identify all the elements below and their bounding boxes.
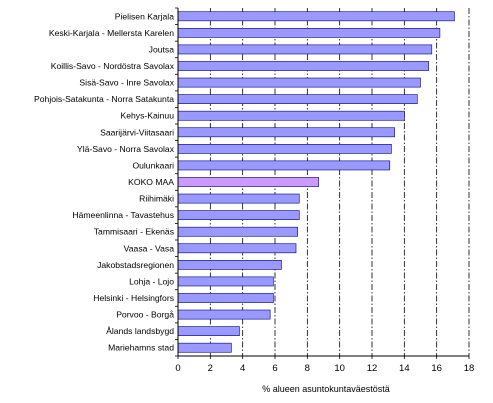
bar-20 [177,342,232,353]
bar-8 [177,144,392,154]
bar-1 [177,27,441,38]
category-label: Saarijärvi-Viitasaari [100,127,174,137]
bar-0 [177,11,455,22]
x-tick-label: 12 [367,363,378,374]
bar-13 [177,226,298,237]
x-tick-label: 16 [431,363,442,374]
category-label: Keski-Karjala - Mellersta Karelen [49,28,174,38]
category-label: Hämeenlinna - Tavastehus [72,210,174,220]
category-label: Joutsa [149,44,175,54]
bar-7 [177,127,395,138]
bar-14 [177,243,297,254]
category-label: Mariehamns stad [108,343,174,353]
x-axis-title: % alueen asuntokuntaväestöstä [262,384,390,394]
category-label: Riihimäki [139,194,174,204]
category-labels: Pielisen Karjala Keski-Karjala - Mellerst… [34,11,175,352]
category-label: Lohja - Lojo [129,276,174,286]
x-tick-label: 10 [334,363,345,374]
bar-16 [177,276,274,287]
bar-19 [177,326,240,337]
x-tick-label: 18 [464,363,475,374]
bar-5 [177,94,418,105]
x-tick-label: 14 [399,363,410,374]
category-label: Ålands landsbygd [106,326,174,336]
category-label: Sisä-Savo - Inre Savolax [79,78,174,88]
category-label: Pohjois-Satakunta - Norra Satakunta [34,94,174,104]
category-label: Koillis-Savo - Nordöstra Savolax [51,61,175,71]
x-tick-label: 8 [305,363,310,374]
category-label: Ylä-Savo - Norra Savolax [77,144,175,154]
category-label: Kehys-Kainuu [120,111,174,121]
x-tick-label: 4 [240,363,245,374]
bar-15 [177,259,282,270]
bar-10 [177,177,319,187]
category-label: Tammisaari - Ekenäs [94,227,174,237]
bar-12 [177,210,300,220]
bar-2 [177,44,433,55]
category-label: Oulunkaari [132,160,174,170]
bar-11 [177,193,300,204]
x-tick-label: 6 [272,363,277,374]
category-label: Porvoo - Borgå [116,310,174,320]
bars-layer [177,11,455,353]
bar-3 [177,61,429,71]
x-tick-label: 0 [175,363,180,374]
bar-6 [177,110,405,121]
bar-17 [177,293,274,303]
category-label: KOKO MAA [128,177,174,187]
category-label: Vaasa - Vasa [124,243,175,253]
x-tick-label: 2 [208,363,213,374]
bar-9 [177,160,391,171]
category-label: Helsinki - Helsingfors [93,293,174,303]
category-label: Pielisen Karjala [115,11,174,21]
bar-4 [177,77,421,88]
category-label: Jakobstadsregionen [97,260,174,270]
x-axis: 0 2 4 6 8 10 12 14 16 18 [175,7,475,374]
bar-18 [177,309,271,320]
